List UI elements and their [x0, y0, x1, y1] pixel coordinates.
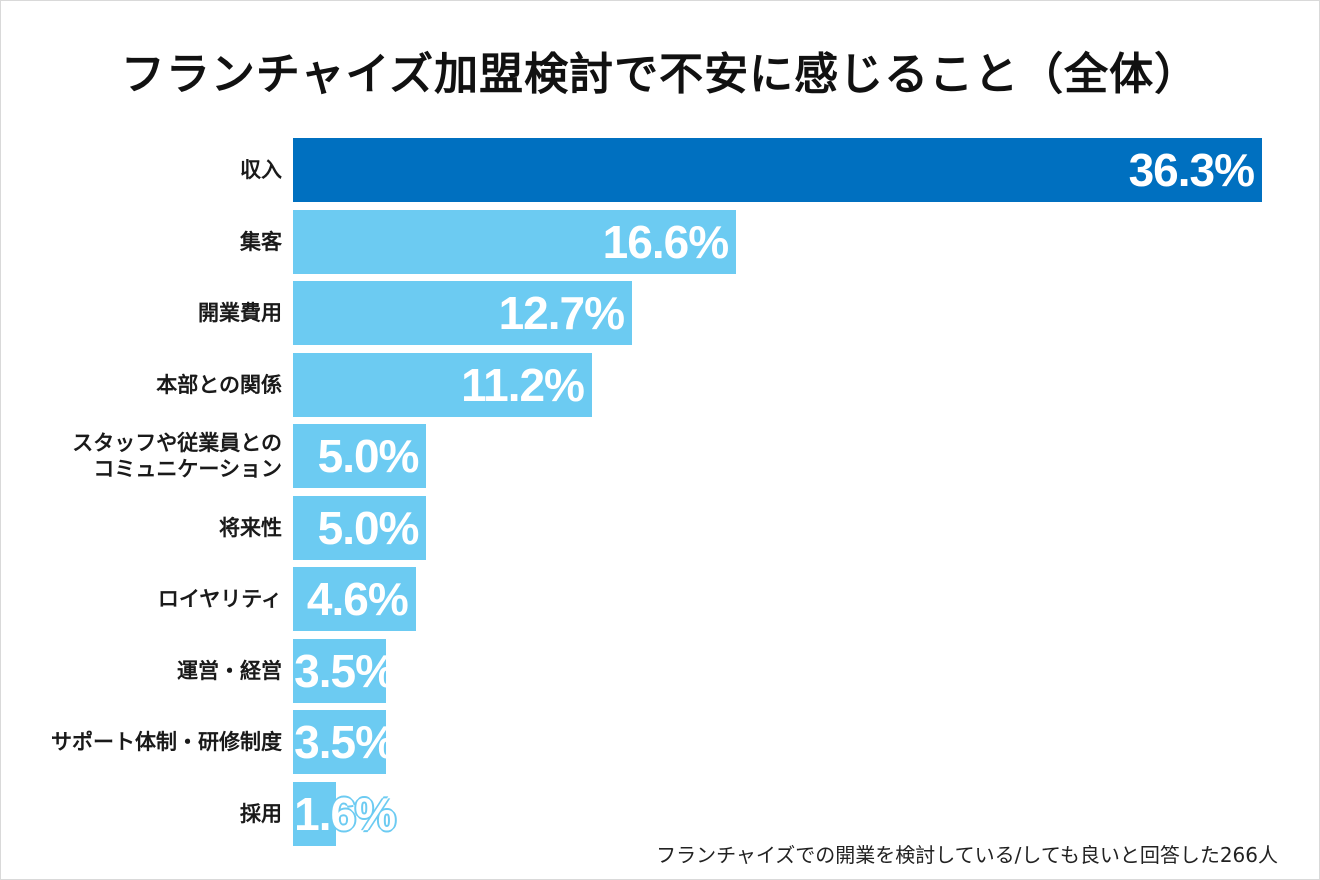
category-label: 開業費用 [198, 301, 282, 325]
bar [293, 209, 737, 274]
category-label: ロイヤリティ [157, 587, 282, 611]
category-label: スタッフや従業員との コミュニケーション [72, 431, 282, 481]
category-label: 運営・経営 [177, 658, 282, 683]
bar [293, 495, 427, 560]
category-label: 将来性 [219, 515, 282, 540]
value-label: 4.6% [306, 573, 409, 625]
category-label: 収入 [240, 158, 282, 182]
bar [293, 710, 387, 774]
bar [293, 352, 592, 417]
bar [293, 281, 633, 345]
value-label: 3.5% [294, 716, 396, 768]
value-label: 12.7% [498, 287, 625, 339]
value-label: 1.6% [294, 787, 396, 840]
bar [293, 424, 427, 488]
bar [293, 638, 387, 703]
bar [293, 567, 416, 631]
value-label: 11.2% [461, 358, 585, 411]
category-label: サポート体制・研修制度 [51, 730, 282, 754]
value-label: 5.0% [317, 501, 420, 554]
value-label: 16.6% [602, 215, 729, 268]
category-label: 本部との関係 [156, 372, 282, 397]
value-label: 5.0% [317, 430, 420, 482]
value-label: 3.5% [294, 644, 396, 697]
value-label: 36.3% [1128, 144, 1255, 196]
bar [293, 781, 336, 846]
category-label: 採用 [240, 801, 282, 826]
chart-title: フランチャイズ加盟検討で不安に感じること（全体） [120, 49, 1200, 100]
chart-footnote: フランチャイズでの開業を検討している/しても良いと回答した266人 [656, 843, 1278, 867]
bar [293, 138, 1262, 202]
category-label: 集客 [240, 229, 282, 254]
